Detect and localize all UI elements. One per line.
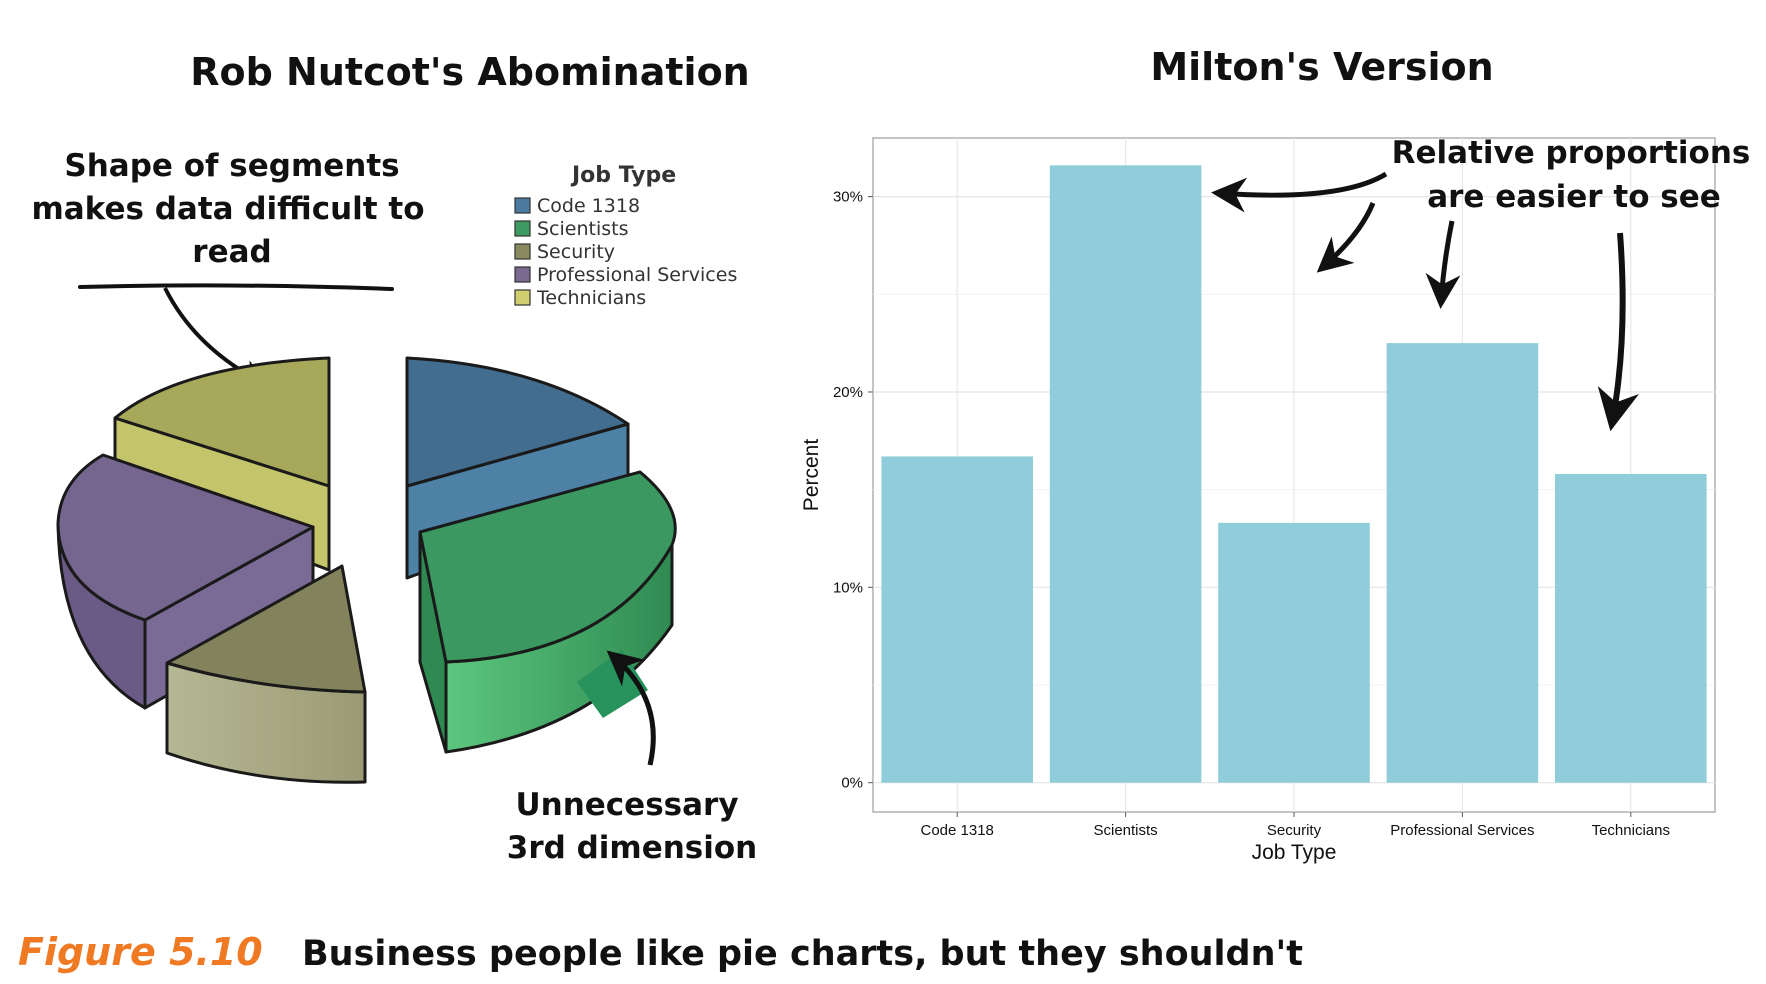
x-tick-label: Security [1267,822,1322,839]
legend-swatch [514,266,531,283]
bar-panel: Milton's Version 0% 10% 20% 30% Code 1318 Sc… [800,45,1750,864]
x-tick-label: Code 1318 [920,822,993,839]
pie-panel: Rob Nutcot's Abomination Shape of segmen… [31,50,757,866]
legend-swatch [514,220,531,237]
legend-swatch [514,197,531,214]
bar-annotation-arrow-2 [1316,202,1376,273]
bar-title: Milton's Version [1150,45,1493,89]
bar [1218,522,1370,783]
pie-legend: Job Type Code 1318 Scientists Security P… [514,163,737,309]
x-axis-label: Job Type [1252,841,1337,864]
x-tick-label: Professional Services [1390,822,1534,839]
pie-annotation-top-line-2: makes data difficult to [31,191,424,227]
legend-label: Code 1318 [537,195,640,217]
pie-annotation-top-line-3: read [192,234,271,270]
x-tick-label: Technicians [1592,822,1670,839]
legend-label: Technicians [536,287,646,309]
bar-annotation-line-2: are easier to see [1427,179,1721,215]
legend-item-security: Security [514,241,615,263]
legend-label: Scientists [537,218,629,240]
y-tick-label: 10% [833,579,863,596]
legend-item-technicians: Technicians [514,287,646,309]
pie-annotation-underline [78,283,394,291]
legend-swatch [514,289,531,306]
bar [1049,165,1202,783]
pie-annotation-bottom-line-2: 3rd dimension [507,830,758,866]
figure-caption-text: Business people like pie charts, but the… [302,934,1303,974]
bar-annotation-arrow-3 [1425,220,1461,309]
y-tick-label: 0% [841,775,863,792]
bar-annotation-arrow-4 [1597,232,1639,432]
figure-label: Figure 5.10 [18,930,263,974]
legend-label: Professional Services [537,264,737,286]
pie-annotation-bottom: Unnecessary 3rd dimension [507,650,758,866]
legend-label: Security [537,241,615,263]
pie-annotation-top-line-1: Shape of segments [64,148,399,184]
bar-annotation: Relative proportions are easier to see [1211,135,1751,432]
pie-chart [56,356,677,784]
pie-annotation-bottom-arrow [606,650,656,766]
pie-title: Rob Nutcot's Abomination [190,50,749,94]
legend-item-scientists: Scientists [514,218,629,240]
bar-plot: 0% 10% 20% 30% Code 1318 Scientists Security P… [800,137,1716,864]
y-axis-ticks: 0% 10% 20% 30% [833,189,873,792]
x-tick-label: Scientists [1093,822,1157,839]
bars [881,165,1707,783]
legend-title: Job Type [570,163,676,188]
legend-item-code-1318: Code 1318 [514,195,640,217]
bar-annotation-arrow-1 [1211,171,1388,213]
y-axis-label: Percent [800,439,823,512]
figure-caption: Figure 5.10 Business people like pie cha… [18,930,1303,974]
bar [1386,343,1539,783]
bar [1555,474,1707,783]
bar [881,456,1033,783]
legend-item-professional-services: Professional Services [514,264,737,286]
pie-annotation-top: Shape of segments makes data difficult t… [31,148,425,386]
legend-swatch [514,243,531,260]
y-tick-label: 30% [833,189,863,206]
bar-annotation-line-1: Relative proportions [1392,135,1751,171]
x-axis-ticks: Code 1318 Scientists Security Professional … [920,812,1670,839]
pie-annotation-bottom-line-1: Unnecessary [515,787,738,823]
pie-slice-security [165,564,367,784]
y-tick-label: 20% [833,384,863,401]
